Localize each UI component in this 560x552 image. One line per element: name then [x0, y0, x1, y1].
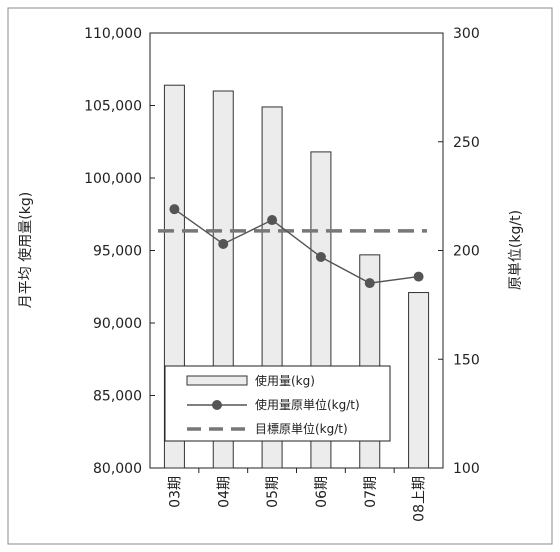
- x-axis: 03期 04期 05期 06期 07期 08上期: [167, 468, 428, 522]
- x-tick-label-3: 06期: [314, 476, 330, 508]
- rate-point-0: [169, 204, 180, 215]
- x-tick-label-5: 08上期: [412, 476, 428, 522]
- legend-label-rate: 使用量原単位(kg/t): [255, 397, 360, 412]
- rate-point-4: [364, 278, 375, 289]
- y2-axis-label: 原単位(kg/t): [508, 210, 524, 290]
- right-tick-label-2: 200: [453, 244, 480, 260]
- rate-polyline: [174, 208, 419, 284]
- right-tick-label-1: 150: [453, 352, 480, 368]
- legend: 使用量(kg) 使用量原単位(kg/t) 目標原単位(kg/t): [164, 365, 391, 442]
- legend-label-target: 目標原単位(kg/t): [255, 421, 348, 436]
- legend-marker-swatch: [212, 400, 222, 410]
- x-tick-label-1: 04期: [216, 476, 232, 508]
- right-axis: 100 150 200 250 300: [438, 26, 480, 477]
- right-tick-label-4: 300: [453, 26, 480, 42]
- left-axis: 80,000 85,000 90,000 95,000 100,000 105,000 11…: [84, 26, 155, 477]
- left-tick-label-5: 105,000: [84, 99, 142, 115]
- left-tick-label-6: 110,000: [84, 26, 142, 42]
- left-tick-label-2: 90,000: [93, 316, 142, 332]
- rate-line: [169, 204, 424, 289]
- rate-point-1: [218, 238, 229, 249]
- legend-label-usage: 使用量(kg): [255, 373, 315, 388]
- right-tick-label-3: 250: [453, 135, 480, 151]
- rate-point-5: [413, 271, 424, 282]
- right-tick-label-0: 100: [453, 461, 480, 477]
- left-tick-label-1: 85,000: [93, 389, 142, 405]
- y-axis-label: 月平均 使用量(kg): [17, 192, 34, 308]
- left-tick-label-0: 80,000: [93, 461, 142, 477]
- legend-bar-swatch: [186, 375, 248, 386]
- x-tick-label-4: 07期: [363, 476, 379, 508]
- left-tick-label-4: 100,000: [84, 171, 142, 187]
- x-tick-label-2: 05期: [265, 476, 281, 508]
- x-tick-label-0: 03期: [167, 476, 183, 508]
- left-tick-label-3: 95,000: [93, 244, 142, 260]
- bar-5: [408, 292, 430, 469]
- rate-point-3: [315, 252, 326, 263]
- rate-point-2: [267, 215, 278, 226]
